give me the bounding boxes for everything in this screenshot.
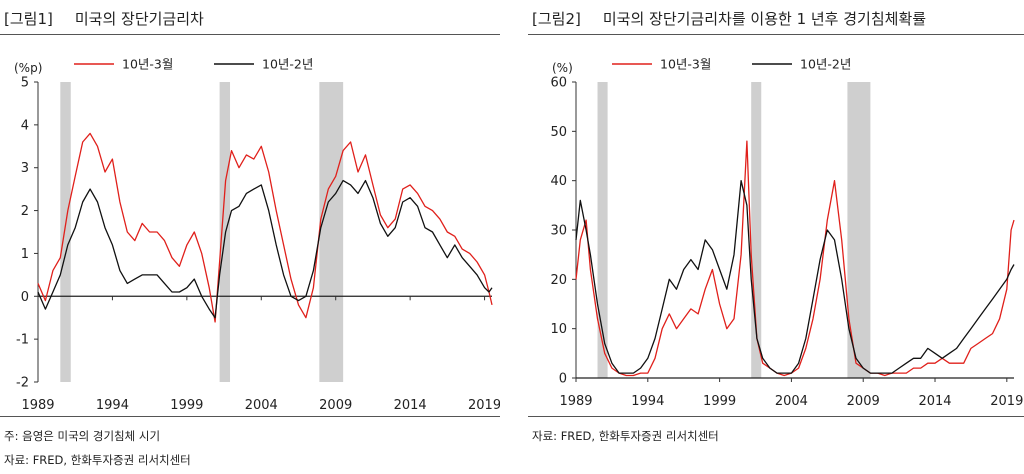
recession-band-2-0	[597, 82, 608, 378]
figure-title-2: [그림2] 미국의 장단기금리차를 이용한 1 년후 경기침체확률	[532, 8, 926, 29]
y-tick-label-2: 50	[550, 125, 567, 140]
x-tick-label-2: 1999	[703, 394, 736, 409]
legend-label-1-1: 10년-2년	[262, 57, 313, 72]
title-rule-1	[0, 34, 500, 35]
x-tick-label-2: 2019	[990, 394, 1023, 409]
series-line-2-0	[575, 140, 1015, 377]
y-tick-label-1: 1	[21, 247, 29, 262]
x-tick-label-1: 2014	[394, 398, 427, 413]
y-tick-label-2: 0	[559, 372, 567, 387]
y-axis-unit-2: (%)	[552, 61, 573, 75]
figure-title-text-2: 미국의 장단기금리차를 이용한 1 년후 경기침체확률	[602, 10, 927, 28]
chart-source-2: 자료: FRED, 한화투자증권 리서치센터	[532, 429, 719, 443]
x-tick-label-2: 1994	[631, 394, 664, 409]
y-tick-label-2: 30	[550, 224, 567, 239]
bottom-rule-1	[0, 416, 500, 417]
y-tick-label-2: 60	[550, 76, 567, 91]
y-tick-label-1: 5	[21, 76, 29, 91]
x-tick-label-2: 1989	[559, 394, 592, 409]
chart-source-1: 자료: FRED, 한화투자증권 리서치센터	[4, 453, 191, 467]
figure-title-text-1: 미국의 장단기금리차	[74, 10, 204, 28]
series-line-2-1	[575, 180, 1015, 374]
series-line-1-0	[37, 132, 493, 323]
legend-label-2-1: 10년-2년	[800, 57, 851, 72]
x-tick-label-1: 2009	[319, 398, 352, 413]
figure-label-1: [그림1]	[4, 10, 53, 28]
y-tick-label-1: 2	[21, 204, 29, 219]
y-tick-label-2: 10	[550, 322, 567, 337]
chart-panel-2: [그림2] 미국의 장단기금리차를 이용한 1 년후 경기침체확률 0 10 20 30…	[528, 0, 1024, 474]
chart-svg-1: -2 -1 0 1 2 3 4 5(%p) 1989 1994 1999 2004 2009 2014 20…	[14, 57, 500, 414]
legend-label-1-0: 10년-3월	[122, 57, 173, 72]
x-tick-label-2: 2009	[847, 394, 880, 409]
x-tick-label-1: 2019	[468, 398, 500, 413]
y-tick-label-1: -2	[16, 376, 29, 391]
x-tick-label-2: 2004	[775, 394, 808, 409]
y-tick-label-1: 0	[21, 290, 29, 305]
figure-title-1: [그림1] 미국의 장단기금리차	[4, 8, 204, 29]
x-tick-label-1: 1994	[96, 398, 129, 413]
series-line-1-1	[37, 179, 493, 319]
y-tick-label-2: 20	[550, 273, 567, 288]
legend-label-2-0: 10년-3월	[660, 57, 711, 72]
y-axis-unit-1: (%p)	[14, 61, 42, 75]
recession-band-1-1	[219, 82, 231, 382]
x-tick-label-1: 2004	[245, 398, 278, 413]
x-tick-label-1: 1989	[21, 398, 54, 413]
recession-band-1-2	[319, 82, 344, 382]
recession-band-2-2	[847, 82, 871, 378]
x-tick-label-1: 1999	[170, 398, 203, 413]
y-tick-label-1: -1	[16, 333, 29, 348]
recession-band-2-1	[751, 82, 762, 378]
bottom-rule-2	[528, 416, 1024, 417]
title-rule-2	[528, 34, 1024, 35]
chart-note-1: 주: 음영은 미국의 경기침체 시기	[4, 429, 161, 443]
figure-label-2: [그림2]	[532, 10, 581, 28]
x-tick-label-2: 2014	[918, 394, 951, 409]
y-tick-label-1: 3	[21, 161, 29, 176]
y-tick-label-2: 40	[550, 174, 567, 189]
chart-panel-1: [그림1] 미국의 장단기금리차 -2 -1 0 1 2 3 4 5 (%p) 1989 1994 19…	[0, 0, 500, 474]
y-tick-label-1: 4	[21, 118, 29, 133]
chart-svg-2: 0 10 20 30 40 50 60(%) 1989 1994 1999 2004 2009 2014…	[550, 57, 1023, 410]
recession-band-1-0	[60, 82, 71, 382]
